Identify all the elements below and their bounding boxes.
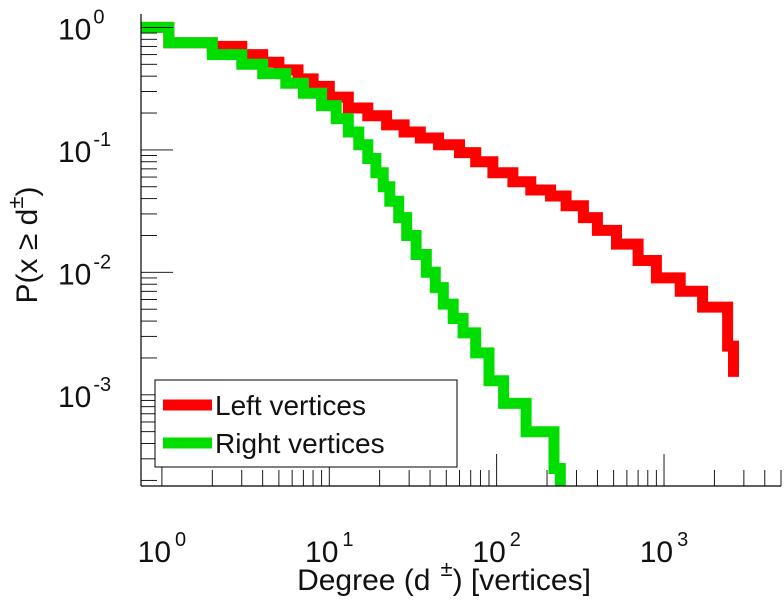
- y-tick-exponent: -3: [93, 374, 111, 396]
- y-tick-label: 10 0: [58, 6, 105, 46]
- legend-label-0: Left vertices: [215, 390, 366, 421]
- x-tick-exponent: 0: [175, 529, 186, 551]
- y-tick-label: 10 -3: [58, 374, 111, 414]
- x-tick-label: 10 3: [640, 529, 689, 569]
- y-tick-exponent: -2: [93, 251, 111, 273]
- x-axis-label-suffix: ) [vertices]: [453, 564, 591, 597]
- y-tick-base: 10: [58, 136, 91, 169]
- x-tick-exponent: 3: [677, 529, 688, 551]
- y-axis-label-sup: ±: [3, 197, 28, 209]
- legend-box: [154, 379, 458, 468]
- y-tick-base: 10: [58, 381, 91, 414]
- y-tick-base: 10: [58, 258, 91, 291]
- y-tick-base: 10: [58, 13, 91, 46]
- x-tick-exponent: 1: [342, 529, 353, 551]
- x-tick-base: 10: [305, 536, 338, 569]
- x-axis-label: Degree (d ±) [vertices]: [297, 556, 591, 597]
- y-axis-label-suffix: ): [11, 187, 44, 197]
- x-tick-base: 10: [640, 536, 673, 569]
- series-line-1: [141, 21, 566, 486]
- y-axis-label-text: P(x ≥ d: [11, 209, 44, 304]
- plot-area: [141, 21, 739, 486]
- x-axis-label-sup: ±: [440, 556, 452, 581]
- y-tick-label: 10 -2: [58, 251, 111, 291]
- y-tick-exponent: -1: [93, 129, 111, 151]
- legend: Left vertices Right vertices: [154, 379, 458, 468]
- x-tick-exponent: 2: [510, 529, 521, 551]
- y-tick-label: 10 -1: [58, 129, 111, 169]
- x-tick-base: 10: [472, 536, 505, 569]
- x-axis-label-text: Degree (d: [297, 564, 430, 597]
- y-tick-exponent: 0: [93, 6, 104, 28]
- x-tick-label: 10 1: [305, 529, 354, 569]
- x-tick-label: 10 2: [472, 529, 520, 569]
- x-tick-base: 10: [138, 536, 171, 569]
- x-tick-label: 10 0: [138, 529, 187, 569]
- y-axis-label: P(x ≥ d±): [3, 187, 44, 304]
- legend-label-1: Right vertices: [215, 428, 385, 459]
- series-line-0: [141, 21, 739, 377]
